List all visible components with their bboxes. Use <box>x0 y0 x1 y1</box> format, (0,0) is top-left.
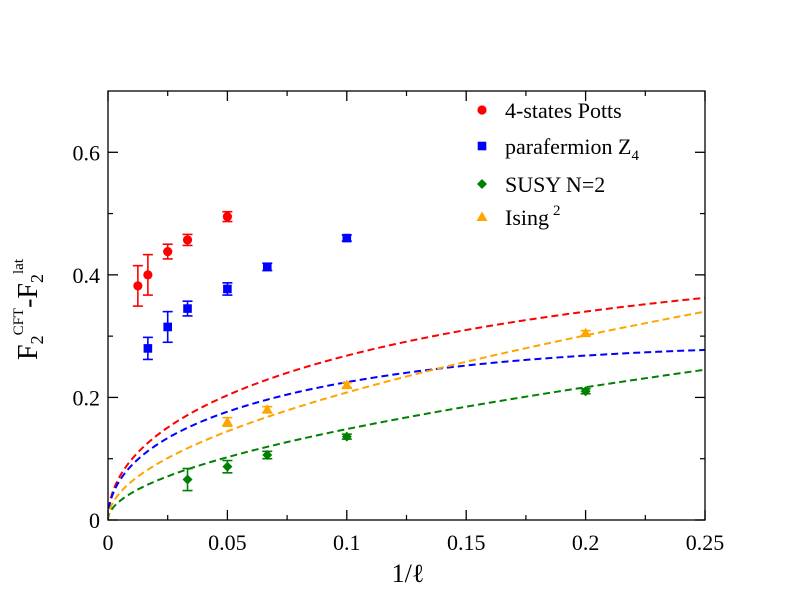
legend-label-parafermion-z4: parafermion Z4 <box>505 134 639 164</box>
legend-label-script: 4 <box>631 148 639 164</box>
legend-marker-parafermion-z4 <box>477 141 487 151</box>
data-point-susy-n-2 <box>182 474 193 485</box>
legend-label-main: parafermion Z <box>505 134 631 159</box>
data-point-4-states-potts <box>182 235 193 245</box>
data-point-4-states-potts <box>163 246 173 257</box>
legend-label-main: SUSY N=2 <box>505 172 605 197</box>
data-point-ising-2 <box>341 379 353 390</box>
fit-curve-4-states-potts <box>108 296 705 520</box>
data-point-parafermion-z4 <box>223 284 232 294</box>
fit-curve-susy-n-2 <box>108 368 705 520</box>
data-point-susy-n-2 <box>262 450 273 461</box>
legend-label-susy-n-2: SUSY N=2 <box>505 172 605 197</box>
y-label-sub2: 2 <box>27 274 47 283</box>
fit-curves <box>108 296 705 520</box>
legend-label-script: 2 <box>553 203 561 219</box>
data-point-4-states-potts <box>133 281 143 291</box>
data-point-parafermion-z4 <box>262 262 272 272</box>
data-point-parafermion-z4 <box>183 304 192 313</box>
data-point-parafermion-z4 <box>342 233 352 243</box>
legend-marker-ising-2 <box>476 211 488 221</box>
data-point-ising-2 <box>580 327 592 338</box>
x-tick-label: 0 <box>103 530 114 555</box>
x-axis-label: 1/ℓ <box>392 559 425 588</box>
y-label-dash: -F <box>13 283 44 308</box>
y-label-sub1: 2 <box>27 335 47 344</box>
data-point-susy-n-2 <box>341 431 352 442</box>
data-point-susy-n-2 <box>222 461 233 472</box>
fit-curve-parafermion-z4 <box>108 348 705 520</box>
data-point-susy-n-2 <box>580 386 591 397</box>
data-point-4-states-potts <box>143 270 153 280</box>
y-label-sup2: lat <box>11 258 27 274</box>
x-tick-label: 0.15 <box>447 530 486 555</box>
fit-curve-ising-2 <box>108 310 705 520</box>
legend-label-ising-2: Ising 2 <box>505 203 561 230</box>
y-tick-label: 0 <box>89 508 100 533</box>
legend: 4-states Potts parafermion Z4 SUSY N=2 Isin… <box>476 98 639 230</box>
x-tick-label: 0.25 <box>686 530 725 555</box>
legend-marker-4-states-potts <box>477 105 487 115</box>
data-point-ising-2 <box>221 416 233 426</box>
y-tick-label: 0.2 <box>73 385 101 410</box>
y-axis-ticks: 0 0.2 0.4 0.6 <box>73 140 705 533</box>
data-point-4-states-potts <box>222 212 232 222</box>
data-point-ising-2 <box>261 404 273 414</box>
y-label-main: F <box>13 344 44 360</box>
y-tick-label: 0.4 <box>73 263 101 288</box>
legend-label-main: 4-states Potts <box>505 98 622 123</box>
x-tick-label: 0.1 <box>333 530 361 555</box>
data-point-parafermion-z4 <box>143 344 153 353</box>
x-tick-label: 0.2 <box>572 530 600 555</box>
data-point-parafermion-z4 <box>163 322 172 332</box>
x-tick-label: 0.05 <box>208 530 247 555</box>
legend-label-4-states-potts: 4-states Potts <box>505 98 622 123</box>
legend-marker-susy-n-2 <box>477 179 487 189</box>
y-tick-label: 0.6 <box>73 140 101 165</box>
legend-label-main: Ising <box>505 205 549 230</box>
y-axis-label: F2CFT-F2lat <box>11 258 47 360</box>
svg-text:F2CFT-F2lat: F2CFT-F2lat <box>11 258 47 360</box>
y-label-sup1: CFT <box>11 308 27 336</box>
data-markers <box>133 212 592 485</box>
x-axis-ticks: 0 0.05 0.1 0.15 0.2 0.25 <box>103 91 725 555</box>
